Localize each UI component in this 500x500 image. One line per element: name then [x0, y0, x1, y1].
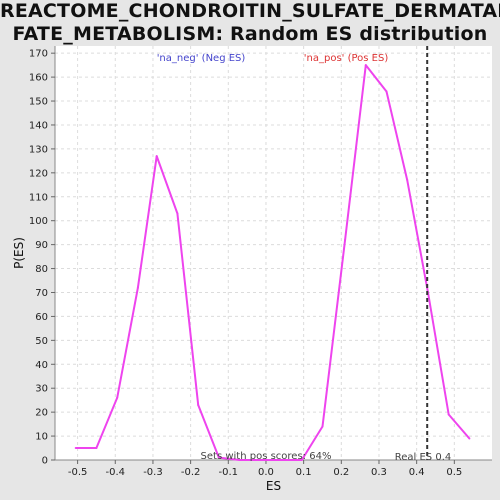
y-axis-label: P(ES) [12, 237, 26, 269]
pos-scores-label: Sets with pos scores: 64% [201, 451, 332, 462]
data-point [217, 456, 220, 459]
y-tick-label: 60 [35, 312, 48, 323]
y-tick-label: 20 [35, 408, 48, 419]
plot-area [55, 46, 492, 460]
neg-es-label: 'na_neg' (Neg ES) [157, 53, 246, 64]
data-point [344, 238, 347, 241]
real-es-label: Real ES 0.4 [395, 452, 451, 463]
x-tick-label: 0.3 [371, 467, 387, 478]
x-tick-label: 0.1 [296, 467, 312, 478]
x-tick-label: 0.4 [409, 467, 425, 478]
y-tick-label: 0 [42, 456, 48, 467]
x-axis-label: ES [266, 479, 281, 493]
x-tick-label: -0.1 [219, 467, 239, 478]
data-point [197, 403, 200, 406]
y-tick-label: 170 [29, 49, 48, 60]
data-point [238, 459, 241, 461]
y-tick-label: 150 [29, 97, 48, 108]
x-tick-label: 0.0 [258, 467, 274, 478]
x-tick-label: 0.2 [333, 467, 349, 478]
y-tick-label: 100 [29, 216, 48, 227]
series-line [75, 64, 471, 461]
x-tick-label: -0.2 [181, 467, 201, 478]
data-point [385, 90, 388, 93]
y-tick-label: 120 [29, 168, 48, 179]
y-tick-label: 40 [35, 360, 48, 371]
chart-title: REACTOME_CHONDROITIN_SULFATE_DERMATAN_SU… [0, 0, 500, 45]
y-tick-label: 160 [29, 73, 48, 84]
y-tick-label: 70 [35, 288, 48, 299]
data-point [468, 437, 471, 440]
data-point [136, 286, 139, 289]
x-tick-label: -0.4 [106, 467, 126, 478]
data-point [95, 447, 98, 450]
x-tick-label: 0.5 [446, 467, 462, 478]
y-tick-label: 130 [29, 144, 48, 155]
y-tick-label: 10 [35, 432, 48, 443]
y-tick-label: 30 [35, 384, 48, 395]
y-tick-label: 90 [35, 240, 48, 251]
y-tick-label: 140 [29, 120, 48, 131]
data-point [406, 179, 409, 182]
pos-es-label: 'na_pos' (Pos ES) [304, 53, 389, 64]
data-point [364, 64, 367, 67]
data-point [321, 425, 324, 428]
data-point [280, 459, 283, 461]
data-point [259, 459, 262, 461]
x-tick-label: -0.3 [143, 467, 163, 478]
y-tick-label: 110 [29, 192, 48, 203]
x-tick-label: -0.5 [68, 467, 88, 478]
data-point [116, 396, 119, 399]
data-point [300, 459, 303, 461]
y-tick-label: 50 [35, 336, 48, 347]
data-point [74, 447, 77, 450]
y-tick-label: 80 [35, 264, 48, 275]
data-point [447, 413, 450, 416]
data-point [176, 212, 179, 215]
data-point [155, 155, 158, 158]
